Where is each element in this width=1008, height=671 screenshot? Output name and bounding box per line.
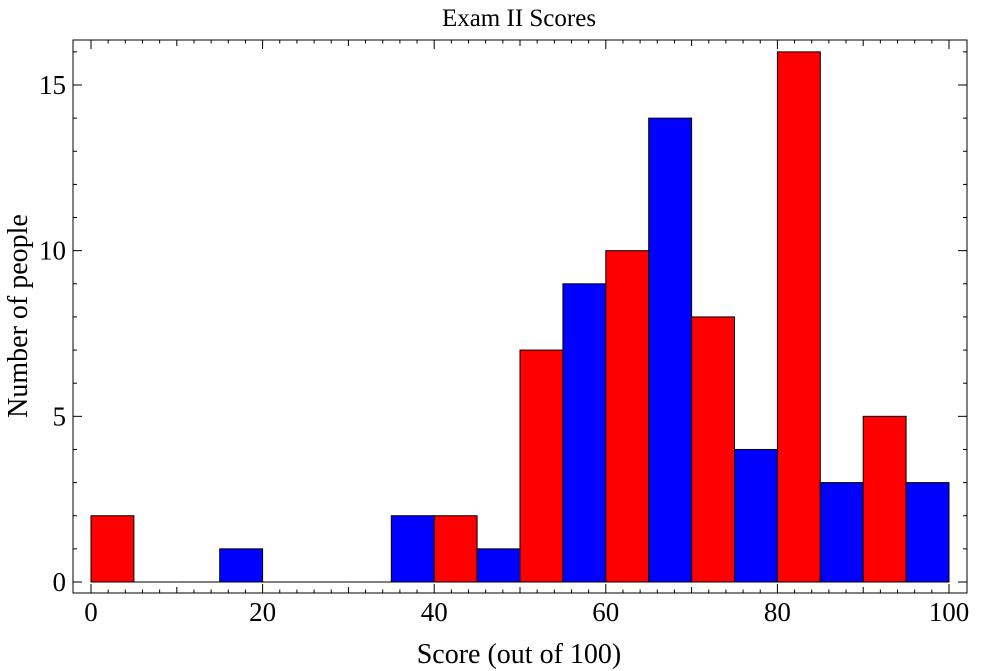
bar-70-75 [691,316,735,583]
x-tick-label: 100 [929,597,970,627]
bar-90-95 [862,415,907,583]
bar-95-100 [905,482,950,583]
bar-35-40 [390,515,435,583]
bar-50-55 [519,349,564,583]
bar-80-85 [776,51,821,583]
bar-0-5 [90,515,135,583]
bar-45-50 [476,548,521,583]
x-tick-label: 60 [592,597,619,627]
bar-60-65 [605,250,650,583]
ticks-group: 0 20 40 60 80 100 0 5 10 15 [39,40,969,627]
bar-75-80 [734,448,778,583]
bar-65-70 [648,117,693,583]
chart-title: Exam II Scores [442,5,596,32]
bars-group [90,51,950,583]
x-tick-label: 20 [249,597,276,627]
bar-40-45 [433,515,478,583]
y-tick-label: 5 [53,401,67,431]
y-axis-label: Number of people [3,214,34,418]
x-tick-label: 40 [421,597,448,627]
x-tick-label: 0 [84,597,98,627]
bar-55-60 [562,283,607,583]
x-tick-label: 80 [764,597,791,627]
y-tick-label: 15 [39,70,66,100]
bar-15-20 [219,548,264,583]
x-axis-label: Score (out of 100) [417,639,622,670]
y-tick-label: 10 [39,236,66,266]
bar-85-90 [819,482,864,583]
y-tick-label: 0 [53,567,67,597]
